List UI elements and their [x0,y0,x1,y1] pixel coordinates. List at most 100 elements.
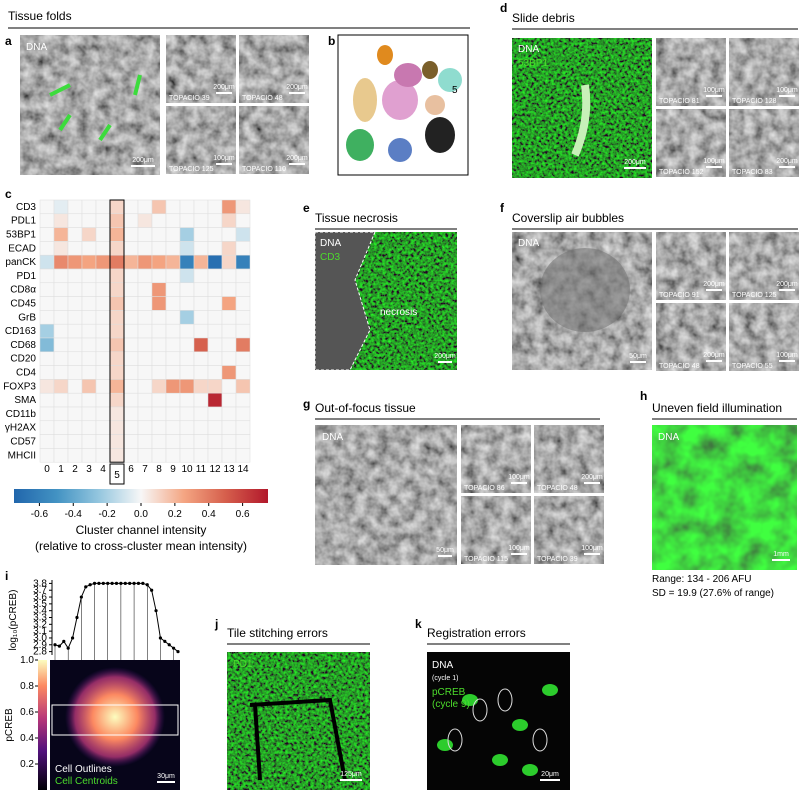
label: 100μm [213,155,235,162]
label: DNA [320,238,341,249]
label: 200μm [581,474,603,481]
cell [165,392,181,408]
cell [95,296,111,311]
cell [137,365,153,380]
cell [165,351,181,366]
label: Tissue necrosis [315,211,398,225]
cell [53,213,69,228]
label: 200μm [286,155,308,162]
cell [67,241,83,256]
cell [193,434,209,449]
cell [39,365,55,380]
cell [53,379,69,394]
cell [193,323,209,339]
point [70,636,75,640]
label: 200μm [434,353,456,360]
cell [165,254,181,270]
cell [207,227,223,242]
cell [179,337,195,353]
label: 100μm [776,352,798,359]
cell [165,227,181,242]
cell [137,406,153,422]
label: 100μm [508,545,530,552]
label: CD8α [10,285,36,296]
outline [447,728,463,752]
cell [123,365,139,380]
cell [109,268,125,284]
cell [53,351,69,366]
cell [81,406,97,422]
label: necrosis [380,307,417,318]
label: (relative to cross-cluster mean intensit… [35,539,247,553]
cell [67,379,83,394]
image [729,109,799,177]
label: f [500,201,505,215]
cell [221,323,237,339]
label: 200μm [703,281,725,288]
image [656,109,726,177]
cell [123,420,139,435]
cell [235,323,251,339]
cell [95,227,111,242]
point [167,643,171,647]
cell [95,420,111,435]
cell [137,392,153,408]
label: -0.4 [65,509,83,520]
cell [179,254,195,270]
label: CD20 [10,354,36,365]
cell [207,268,223,284]
cell [81,434,97,449]
label: CD68 [10,340,36,351]
label: 12 [209,464,221,475]
cell [95,337,111,353]
cell [207,448,223,463]
image [427,652,570,790]
cell [39,379,55,394]
label: MHCII [8,450,36,461]
cell [151,310,167,325]
image [512,38,652,178]
cell [81,420,97,435]
cell [123,282,139,297]
cell [67,296,83,311]
cell [39,213,55,228]
blob [542,684,558,696]
cell [123,213,139,228]
cell [207,282,223,297]
label: 9 [170,464,176,475]
bubble [540,248,630,332]
cell [39,392,55,408]
necrotic-edge [314,231,376,371]
cell [179,379,195,394]
cell [179,420,195,435]
cell [221,337,237,353]
cell [207,420,223,435]
cell [165,365,181,380]
label: 11 [196,464,207,475]
label: TOPACIO 48 [659,363,700,370]
cell [165,213,181,228]
cell [123,254,139,270]
cell [53,268,69,284]
cell [39,282,55,297]
cell [53,241,69,256]
label: 4 [100,464,106,475]
cell [221,406,237,422]
label: DNA [322,432,343,443]
cell [109,227,125,242]
cell [67,434,83,449]
cell [39,296,55,311]
label: 20μm [541,771,559,778]
blob [462,694,478,706]
cell [123,337,139,353]
cell [235,241,251,256]
label: 0.6 [20,707,34,718]
cell [137,420,153,435]
cell [67,268,83,284]
point [154,609,158,613]
point [101,581,105,586]
cell [81,213,97,228]
label: 50μm [436,547,454,554]
label: TOPACIO 125 [732,292,777,299]
point [128,581,132,586]
